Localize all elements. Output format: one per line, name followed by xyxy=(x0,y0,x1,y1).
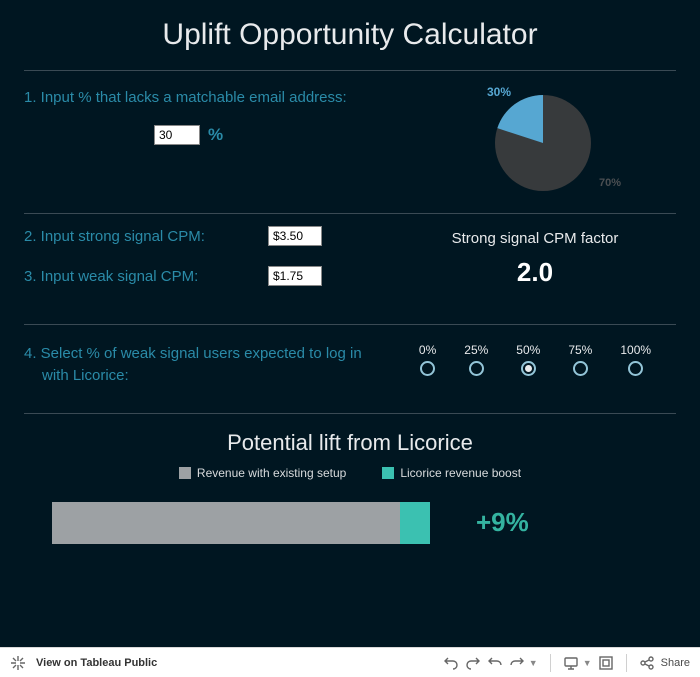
cpm-right: Strong signal CPM factor 2.0 xyxy=(394,226,676,288)
lift-bar-existing xyxy=(52,502,400,544)
radio-circle[interactable] xyxy=(573,361,588,376)
radio-option[interactable]: 25% xyxy=(464,343,488,376)
share-button[interactable]: Share xyxy=(661,657,690,669)
radio-group: 0% 25% 50% 75% 100% xyxy=(419,343,651,376)
radio-circle[interactable] xyxy=(420,361,435,376)
cpm-left: 2. Input strong signal CPM: 3. Input wea… xyxy=(24,226,394,306)
fullscreen-icon[interactable] xyxy=(598,655,614,671)
section-q4: 4. Select % of weak signal users expecte… xyxy=(24,325,676,413)
cpm-factor-title: Strong signal CPM factor xyxy=(452,230,619,247)
toolbar-separator xyxy=(550,654,551,672)
q3-input[interactable] xyxy=(268,266,322,286)
lift-bar xyxy=(52,502,430,544)
radio-label: 75% xyxy=(568,343,592,357)
percent-sign: % xyxy=(208,125,223,145)
q1-label: 1. Input % that lacks a matchable email … xyxy=(42,87,394,109)
pie-label-b: 70% xyxy=(599,177,621,189)
radio-option[interactable]: 50% xyxy=(516,343,540,376)
dashboard: Uplift Opportunity Calculator 1. Input %… xyxy=(0,0,700,647)
q2-input[interactable] xyxy=(268,226,322,246)
radio-circle[interactable] xyxy=(521,361,536,376)
redo-icon[interactable] xyxy=(465,655,481,671)
radio-label: 50% xyxy=(516,343,540,357)
q1-right: 30% 70% xyxy=(394,87,676,197)
lift-legend: Revenue with existing setup Licorice rev… xyxy=(24,466,676,480)
radio-option[interactable]: 75% xyxy=(568,343,592,376)
presentation-icon[interactable] xyxy=(563,655,579,671)
undo-icon[interactable] xyxy=(443,655,459,671)
section-q1: 1. Input % that lacks a matchable email … xyxy=(24,71,676,213)
tableau-logo-icon[interactable] xyxy=(10,655,26,671)
pie-label-a: 30% xyxy=(487,85,511,99)
legend-label-a: Revenue with existing setup xyxy=(197,466,346,480)
section-cpm: 2. Input strong signal CPM: 3. Input wea… xyxy=(24,214,676,324)
radio-circle[interactable] xyxy=(469,361,484,376)
radio-label: 0% xyxy=(419,343,436,357)
page-title: Uplift Opportunity Calculator xyxy=(24,18,676,52)
toolbar-separator xyxy=(626,654,627,672)
q1-input[interactable] xyxy=(154,125,200,145)
legend-item-b: Licorice revenue boost xyxy=(382,466,521,480)
legend-swatch-b xyxy=(382,467,394,479)
chevron-down-icon[interactable]: ▼ xyxy=(529,658,538,668)
radio-label: 25% xyxy=(464,343,488,357)
legend-item-a: Revenue with existing setup xyxy=(179,466,346,480)
q4-right: 0% 25% 50% 75% 100% xyxy=(394,343,676,376)
chevron-down-icon[interactable]: ▼ xyxy=(583,658,592,668)
tableau-toolbar: View on Tableau Public ▼ ▼ Share xyxy=(0,647,700,677)
lift-percent: +9% xyxy=(476,507,529,538)
legend-swatch-a xyxy=(179,467,191,479)
section-lift: Potential lift from Licorice Revenue wit… xyxy=(24,414,676,544)
pie-chart: 30% 70% xyxy=(465,87,605,197)
view-on-tableau-link[interactable]: View on Tableau Public xyxy=(36,657,157,669)
radio-label: 100% xyxy=(620,343,651,357)
q4-left: 4. Select % of weak signal users expecte… xyxy=(24,343,394,387)
lift-bar-boost xyxy=(400,502,430,544)
q2-label: 2. Input strong signal CPM: xyxy=(24,228,254,245)
q1-left: 1. Input % that lacks a matchable email … xyxy=(24,87,394,145)
lift-title: Potential lift from Licorice xyxy=(24,430,676,456)
share-icon[interactable] xyxy=(639,655,655,671)
replay-back-icon[interactable] xyxy=(487,655,503,671)
radio-option[interactable]: 0% xyxy=(419,343,436,376)
replay-fwd-icon[interactable] xyxy=(509,655,525,671)
cpm-factor-value: 2.0 xyxy=(517,257,553,288)
q4-label: 4. Select % of weak signal users expecte… xyxy=(42,343,392,387)
radio-option[interactable]: 100% xyxy=(620,343,651,376)
q3-label: 3. Input weak signal CPM: xyxy=(24,268,254,285)
lift-bar-row: +9% xyxy=(24,502,676,544)
legend-label-b: Licorice revenue boost xyxy=(400,466,521,480)
radio-circle[interactable] xyxy=(628,361,643,376)
